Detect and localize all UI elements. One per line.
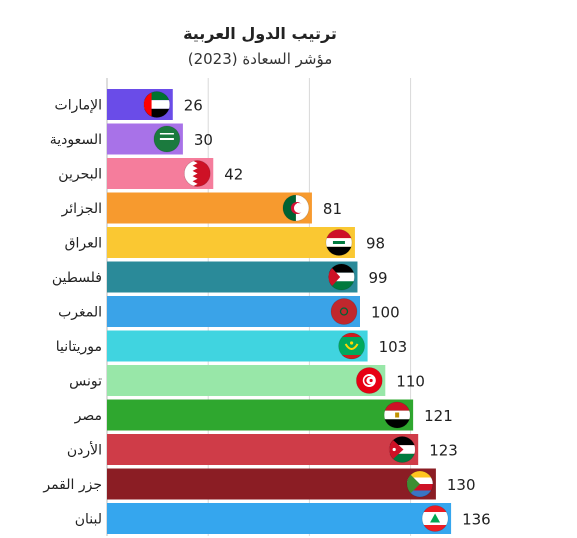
value-label: 30	[194, 131, 213, 149]
value-label: 121	[424, 407, 453, 425]
bar	[107, 330, 368, 362]
category-label: فلسطين	[52, 270, 102, 286]
bar-row: جزر القمر 130	[42, 468, 476, 500]
category-label: جزر القمر	[42, 477, 102, 493]
value-label: 42	[224, 166, 243, 184]
iraq-flag-icon	[325, 229, 353, 256]
bar-row: مصر 121	[74, 399, 453, 431]
category-label: الجزائر	[61, 201, 102, 217]
chart-subtitle: مؤشر السعادة (2023)	[187, 50, 333, 68]
palestine-flag-icon	[328, 263, 355, 291]
bar	[107, 227, 355, 258]
value-label: 136	[462, 511, 491, 529]
bar	[107, 468, 436, 500]
value-label: 98	[366, 235, 385, 253]
mauritania-flag-icon	[338, 332, 365, 360]
bar	[107, 365, 386, 396]
bar-row: فلسطين 99	[52, 261, 388, 293]
bar-row: الإمارات 26	[55, 89, 203, 120]
bar-row: الجزائر 81	[61, 192, 342, 224]
bar-row: لبنان 136	[75, 503, 491, 534]
value-label: 100	[371, 304, 400, 322]
category-label: موريتانيا	[56, 339, 102, 355]
value-label: 26	[184, 97, 203, 115]
bar-row: موريتانيا 103	[56, 330, 408, 362]
comoros-flag-icon	[406, 470, 434, 498]
algeria-flag-icon	[282, 194, 310, 222]
bar	[107, 261, 358, 293]
category-label: السعودية	[50, 132, 102, 148]
category-label: العراق	[65, 236, 102, 252]
category-label: مصر	[74, 408, 102, 424]
bar	[107, 192, 312, 224]
bar	[107, 434, 419, 465]
lebanon-flag-icon	[421, 505, 449, 532]
value-label: 103	[379, 338, 408, 356]
bar-row: الأردن 123	[67, 434, 458, 465]
category-label: المغرب	[58, 305, 102, 321]
bar	[107, 399, 414, 431]
saudi-flag-icon	[153, 125, 181, 153]
uae-flag-icon	[143, 91, 171, 118]
bar-row: السعودية 30	[50, 123, 213, 155]
value-label: 123	[429, 442, 458, 460]
bar	[107, 503, 452, 534]
value-label: 130	[447, 476, 476, 494]
jordan-flag-icon	[388, 436, 416, 463]
category-label: الأردن	[67, 441, 102, 459]
category-label: لبنان	[75, 512, 102, 528]
morocco-flag-icon	[330, 298, 358, 325]
category-label: الإمارات	[55, 98, 102, 114]
value-label: 99	[368, 269, 387, 287]
bar-row: المغرب 100	[58, 296, 400, 327]
bahrain-flag-icon	[183, 160, 211, 187]
value-label: 110	[396, 373, 425, 391]
tunisia-flag-icon	[355, 367, 383, 394]
bar	[107, 296, 360, 327]
bar-row: تونس 110	[69, 365, 425, 396]
category-label: تونس	[69, 374, 102, 390]
category-label: البحرين	[58, 167, 102, 183]
bar-row: العراق 98	[65, 227, 385, 258]
bar-row: البحرين 42	[58, 158, 243, 189]
egypt-flag-icon	[383, 401, 411, 429]
chart-title: ترتيب الدول العربية	[183, 24, 337, 43]
value-label: 81	[323, 200, 342, 218]
